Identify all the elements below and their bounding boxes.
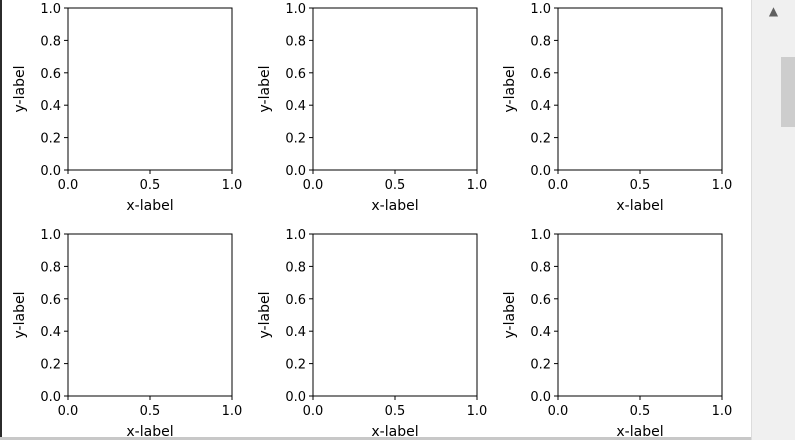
x-tick-label: 0.0	[303, 404, 324, 419]
x-axis-label: x-label	[371, 424, 418, 437]
window-bottom-edge	[0, 437, 751, 440]
y-tick-label: 0.8	[40, 34, 61, 49]
y-tick-label: 0.4	[285, 325, 306, 340]
y-tick-label: 0.6	[40, 67, 61, 82]
x-tick-label: 0.0	[548, 178, 569, 193]
vertical-scrollbar[interactable]: ▲	[751, 0, 795, 440]
plot-area	[557, 233, 723, 397]
y-tick-label: 0.2	[285, 358, 306, 373]
y-tick-label: 0.8	[530, 34, 551, 49]
y-tick-label: 0.4	[530, 325, 551, 340]
x-tick-label: 0.5	[630, 404, 651, 419]
x-tick-label: 0.0	[58, 404, 79, 419]
x-tick-label: 1.0	[712, 404, 733, 419]
y-tick-label: 0.4	[40, 325, 61, 340]
x-axis-label: x-label	[616, 198, 663, 214]
y-tick-label: 0.0	[40, 164, 61, 179]
x-tick-label: 1.0	[222, 178, 243, 193]
x-tick-label: 1.0	[467, 404, 488, 419]
y-axis-label: y-label	[12, 292, 28, 339]
x-tick-label: 0.0	[548, 404, 569, 419]
x-tick-label: 0.5	[140, 404, 161, 419]
y-tick-label: 0.0	[285, 164, 306, 179]
y-tick-label: 0.8	[285, 34, 306, 49]
subplot-3: 0.0 0.5 1.0 0.0 0.2 0.4 0.6 0.8 1.0 x-label y-labe…	[502, 2, 732, 214]
y-tick-label: 0.2	[285, 132, 306, 147]
x-tick-label: 0.5	[140, 178, 161, 193]
x-tick-label: 0.0	[58, 178, 79, 193]
x-axis-label: x-label	[371, 198, 418, 214]
y-tick-label: 0.0	[530, 164, 551, 179]
x-axis-label: x-label	[126, 198, 173, 214]
y-tick-label: 0.6	[285, 293, 306, 308]
x-tick-label: 0.0	[303, 178, 324, 193]
x-tick-label: 1.0	[222, 404, 243, 419]
plot-area	[67, 233, 233, 397]
plot-area	[67, 7, 233, 171]
y-tick-label: 0.8	[530, 260, 551, 275]
y-tick-label: 0.6	[40, 293, 61, 308]
x-tick-label: 1.0	[467, 178, 488, 193]
y-axis-label: y-label	[257, 66, 273, 113]
y-tick-label: 1.0	[285, 228, 306, 243]
subplot-4: 0.0 0.5 1.0 0.0 0.2 0.4 0.6 0.8 1.0 x-label y-labe…	[12, 228, 242, 437]
y-axis-label: y-label	[502, 292, 518, 339]
y-tick-label: 1.0	[40, 228, 61, 243]
plot-area	[312, 233, 478, 397]
subplot-1: 0.0 0.5 1.0 0.0 0.2 0.4 0.6 0.8 1.0 x-label y-labe…	[12, 2, 242, 214]
y-tick-label: 0.8	[285, 260, 306, 275]
y-tick-label: 0.4	[530, 99, 551, 114]
y-tick-label: 0.0	[530, 390, 551, 405]
x-axis-label: x-label	[126, 424, 173, 437]
y-tick-label: 0.0	[285, 390, 306, 405]
y-tick-label: 0.2	[530, 358, 551, 373]
y-tick-label: 1.0	[285, 2, 306, 17]
window-edge	[0, 0, 2, 440]
y-tick-label: 0.2	[40, 132, 61, 147]
y-tick-label: 0.6	[285, 67, 306, 82]
x-axis-label: x-label	[616, 424, 663, 437]
x-tick-label: 1.0	[712, 178, 733, 193]
y-tick-label: 0.4	[40, 99, 61, 114]
y-tick-label: 0.6	[530, 67, 551, 82]
y-axis-label: y-label	[257, 292, 273, 339]
y-tick-label: 0.2	[40, 358, 61, 373]
scrollbar-thumb[interactable]	[781, 57, 795, 127]
subplot-5: 0.0 0.5 1.0 0.0 0.2 0.4 0.6 0.8 1.0 x-label y-labe…	[257, 228, 487, 437]
x-tick-label: 0.5	[630, 178, 651, 193]
plot-area	[312, 7, 478, 171]
y-tick-label: 1.0	[530, 228, 551, 243]
y-tick-label: 0.4	[285, 99, 306, 114]
y-tick-label: 0.8	[40, 260, 61, 275]
up-arrow-icon[interactable]: ▲	[768, 4, 779, 18]
y-tick-label: 1.0	[530, 2, 551, 17]
y-tick-label: 1.0	[40, 2, 61, 17]
plot-area	[557, 7, 723, 171]
y-tick-label: 0.6	[530, 293, 551, 308]
subplot-6: 0.0 0.5 1.0 0.0 0.2 0.4 0.6 0.8 1.0 x-label y-labe…	[502, 228, 732, 437]
x-tick-label: 0.5	[385, 404, 406, 419]
x-tick-label: 0.5	[385, 178, 406, 193]
y-tick-label: 0.0	[40, 390, 61, 405]
y-axis-label: y-label	[502, 66, 518, 113]
y-tick-label: 0.2	[530, 132, 551, 147]
figure: 0.0 0.5 1.0 0.0 0.2 0.4 0.6 0.8 1.0 x-label y-labe…	[12, 2, 732, 437]
y-axis-label: y-label	[12, 66, 28, 113]
subplot-2: 0.0 0.5 1.0 0.0 0.2 0.4 0.6 0.8 1.0 x-label y-labe…	[257, 2, 487, 214]
